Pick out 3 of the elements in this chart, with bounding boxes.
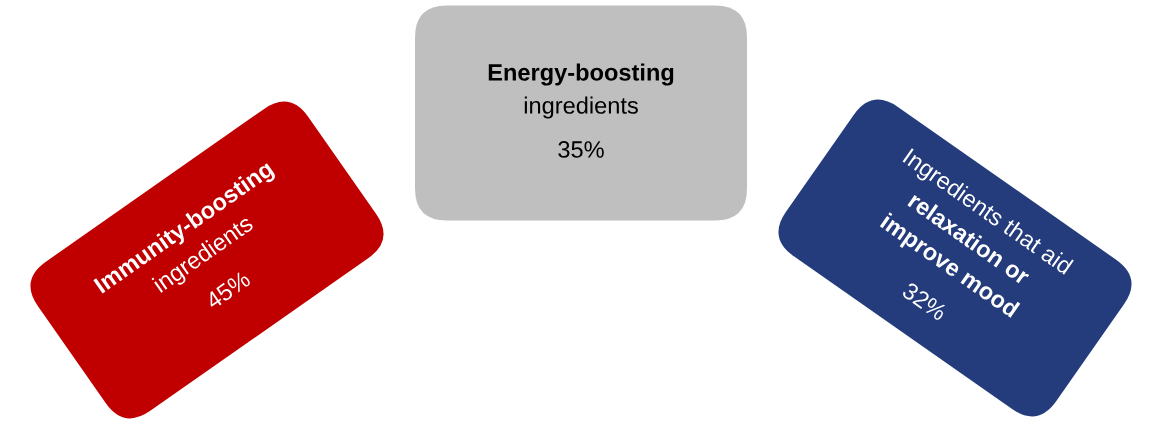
data-label: 35% (558, 141, 604, 158)
category-label: Energy-boosting ingredients (488, 63, 674, 119)
data-label: 32% (901, 281, 949, 322)
